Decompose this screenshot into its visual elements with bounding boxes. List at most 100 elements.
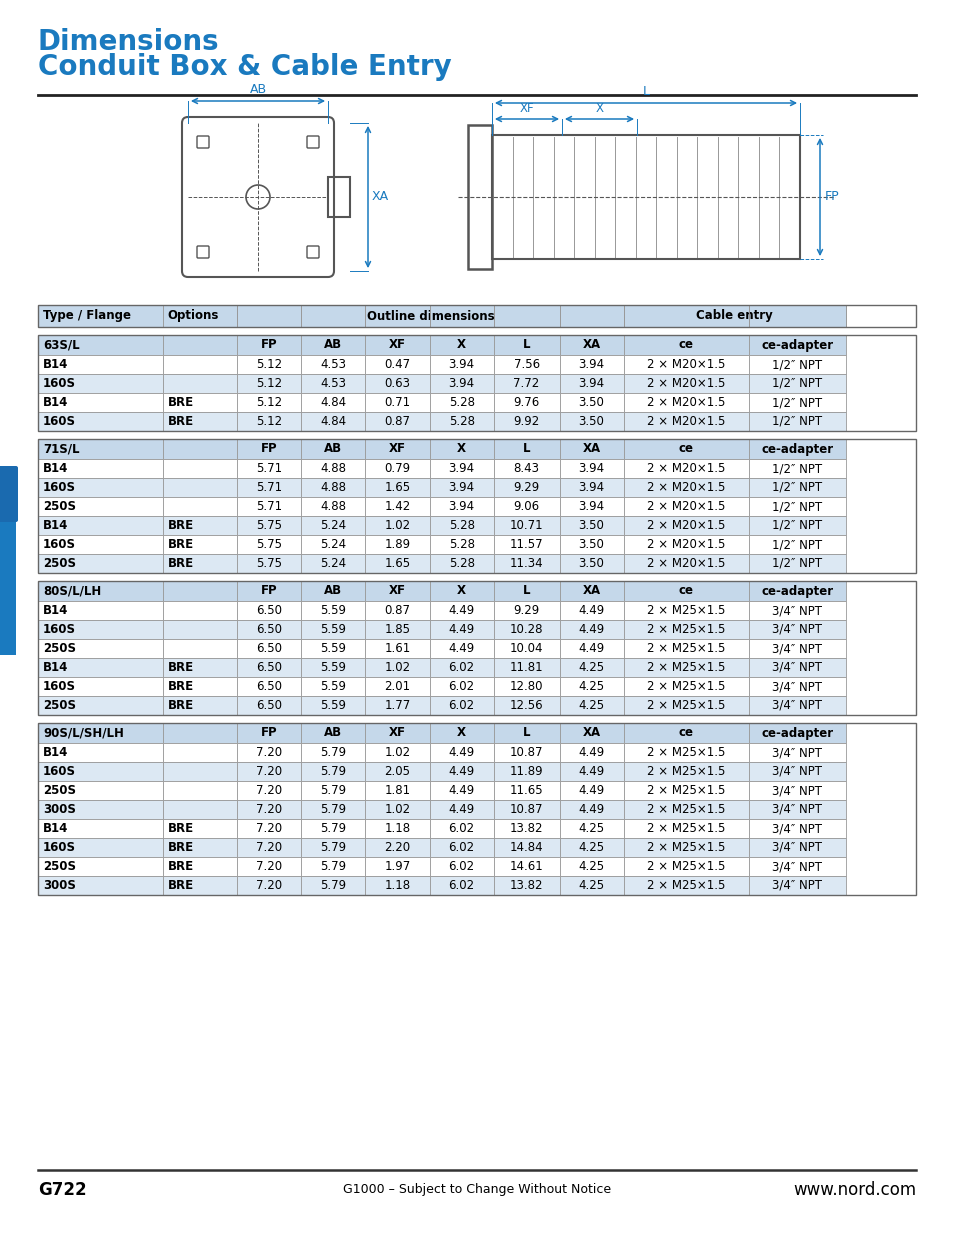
Bar [163, 459, 237, 478]
Bar [237, 305, 301, 327]
Text: X: X [456, 442, 466, 456]
Bar [38, 393, 163, 412]
Text: 4.49: 4.49 [578, 803, 604, 816]
Bar [429, 555, 493, 573]
Text: 2 × M20×1.5: 2 × M20×1.5 [646, 538, 725, 551]
Bar [301, 839, 365, 857]
Text: 7.56: 7.56 [513, 358, 539, 370]
Bar [163, 478, 237, 496]
Text: 5.79: 5.79 [320, 803, 346, 816]
Bar [237, 305, 623, 327]
Bar [559, 496, 623, 516]
Bar [301, 535, 365, 555]
FancyBboxPatch shape [0, 466, 18, 522]
Text: B14: B14 [43, 746, 69, 760]
Bar [493, 876, 559, 895]
Bar [748, 412, 845, 431]
Bar [365, 762, 429, 781]
Bar [493, 374, 559, 393]
Bar [559, 781, 623, 800]
Text: FP: FP [261, 442, 277, 456]
Bar [301, 819, 365, 839]
Text: 4.88: 4.88 [320, 462, 346, 475]
Text: 5.59: 5.59 [320, 680, 346, 693]
Bar [429, 857, 493, 876]
Bar [429, 819, 493, 839]
Bar [493, 335, 559, 354]
Text: 5.28: 5.28 [448, 415, 475, 429]
Bar [429, 620, 493, 638]
Bar [429, 876, 493, 895]
Text: 1/2″ NPT: 1/2″ NPT [772, 557, 821, 571]
Bar [301, 438, 365, 459]
Text: 160S: 160S [43, 841, 76, 853]
Bar [38, 374, 163, 393]
Text: BRE: BRE [168, 860, 193, 873]
Bar [38, 638, 163, 658]
Bar [237, 516, 301, 535]
Text: 6.02: 6.02 [448, 823, 475, 835]
Text: L: L [522, 584, 530, 598]
Text: 2 × M25×1.5: 2 × M25×1.5 [646, 622, 725, 636]
Bar [365, 374, 429, 393]
Bar [301, 580, 365, 601]
Bar [301, 601, 365, 620]
Bar [429, 781, 493, 800]
Bar [365, 335, 429, 354]
Bar [429, 722, 493, 743]
Text: 1.61: 1.61 [384, 642, 410, 655]
Text: 7.20: 7.20 [256, 841, 282, 853]
Bar [748, 496, 845, 516]
Bar [237, 496, 301, 516]
Bar [365, 459, 429, 478]
Text: 0.71: 0.71 [384, 396, 410, 409]
Bar [38, 601, 163, 620]
Bar [365, 496, 429, 516]
Text: 9.06: 9.06 [513, 500, 539, 513]
Text: B14: B14 [43, 823, 69, 835]
Bar [748, 354, 845, 374]
Bar [237, 335, 301, 354]
Bar [623, 580, 748, 601]
Text: X: X [456, 726, 466, 740]
Bar [163, 393, 237, 412]
Bar [623, 638, 748, 658]
Bar [493, 722, 559, 743]
Bar [493, 781, 559, 800]
Bar [38, 335, 915, 431]
Text: 5.24: 5.24 [320, 557, 346, 571]
Bar [748, 876, 845, 895]
Bar [301, 743, 365, 762]
Bar [365, 354, 429, 374]
Text: 4.25: 4.25 [578, 879, 604, 892]
Bar [163, 374, 237, 393]
Text: 5.28: 5.28 [448, 557, 475, 571]
Text: BRE: BRE [168, 538, 193, 551]
Text: Type / Flange: Type / Flange [43, 310, 131, 322]
Text: 3.94: 3.94 [448, 377, 475, 390]
Bar [38, 781, 163, 800]
Bar [748, 580, 845, 601]
Bar [559, 335, 623, 354]
Text: 5.79: 5.79 [320, 823, 346, 835]
Bar [493, 857, 559, 876]
Text: 160S: 160S [43, 538, 76, 551]
Bar [365, 857, 429, 876]
Bar [0, 520, 16, 655]
Text: BRE: BRE [168, 415, 193, 429]
Text: 5.12: 5.12 [256, 377, 282, 390]
Text: 4.49: 4.49 [448, 784, 475, 797]
Bar [623, 459, 748, 478]
Bar [493, 438, 559, 459]
Bar [429, 393, 493, 412]
Text: X: X [456, 338, 466, 352]
Text: 7.20: 7.20 [256, 764, 282, 778]
Text: 7.20: 7.20 [256, 823, 282, 835]
Bar [559, 800, 623, 819]
Text: 1/2″ NPT: 1/2″ NPT [772, 519, 821, 532]
Text: 250S: 250S [43, 860, 76, 873]
Bar [38, 438, 915, 573]
Text: 11.89: 11.89 [509, 764, 543, 778]
Bar [559, 658, 623, 677]
Bar [559, 601, 623, 620]
